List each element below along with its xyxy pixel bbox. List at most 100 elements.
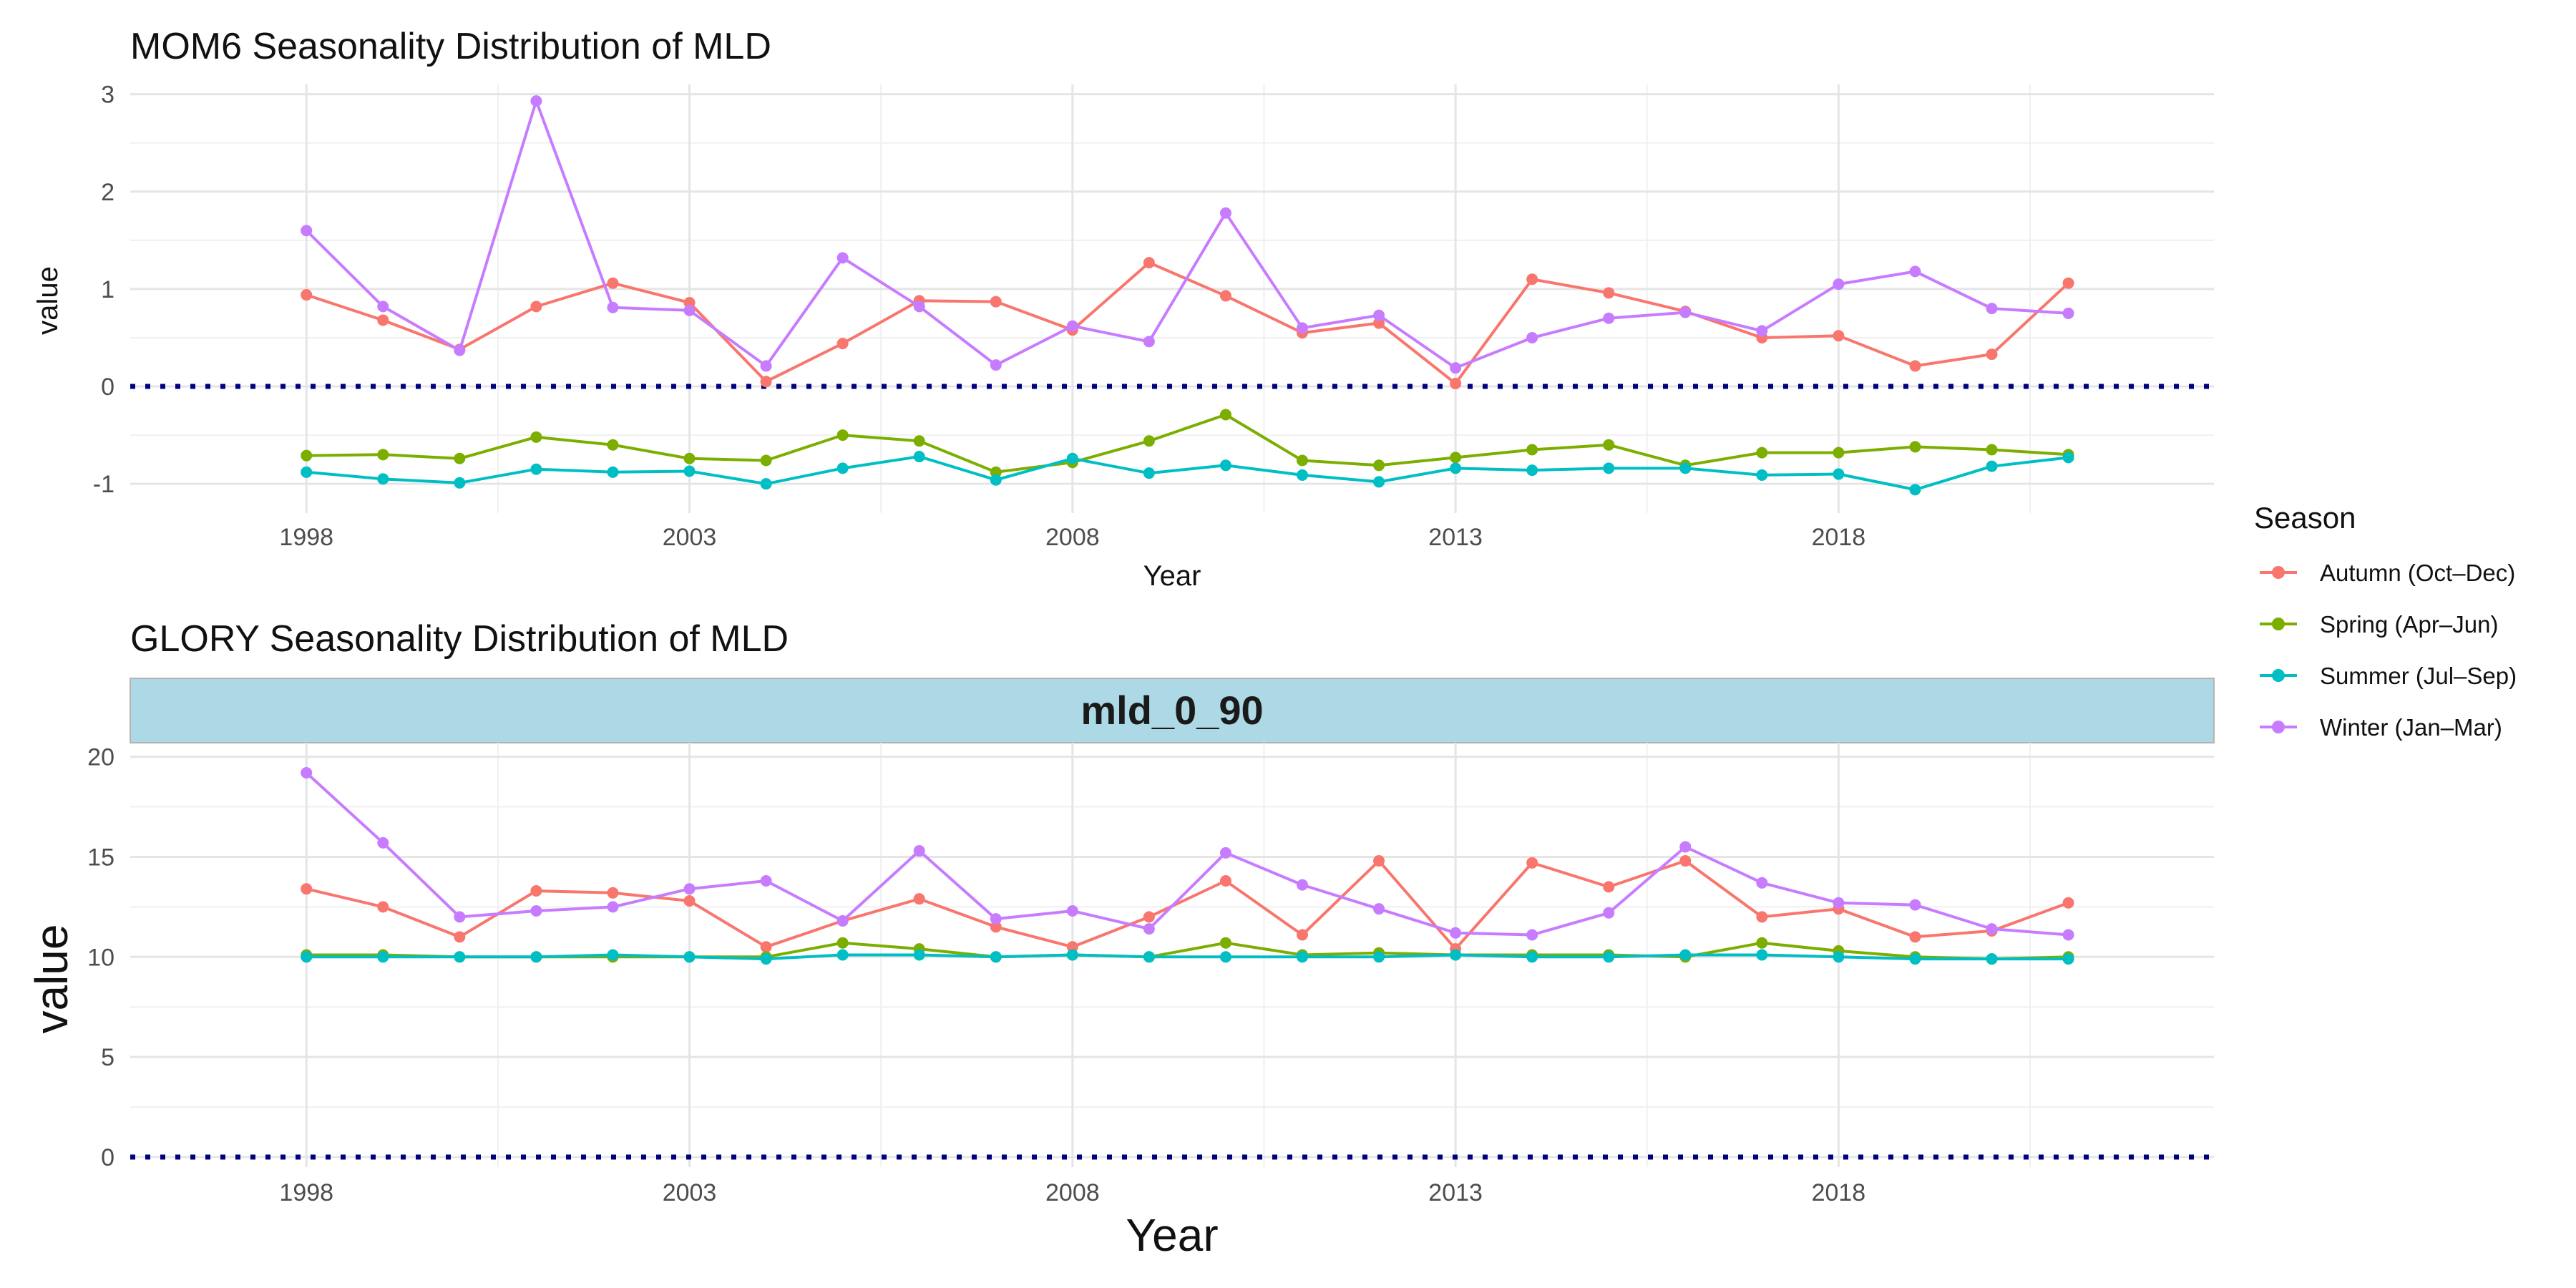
glory-winter-point (530, 904, 542, 917)
glory-summer-point (1297, 951, 1308, 963)
glory-autumn-point (301, 883, 313, 895)
glory-winter-point (1143, 923, 1155, 935)
mom6-series-winter (301, 95, 2074, 374)
glory-autumn-point (530, 884, 542, 897)
glory-spring-point (836, 937, 849, 949)
mom6-autumn-point (1143, 257, 1155, 269)
glory-autumn-point (913, 893, 925, 905)
mom6-summer-point (913, 451, 925, 463)
mom6-y-tick-label: 3 (101, 82, 114, 109)
legend-title: Season (2254, 501, 2356, 535)
mom6-spring-point (454, 452, 466, 464)
mom6-winter-point (1833, 278, 1845, 291)
mom6-y-tick-label: 1 (101, 276, 114, 303)
glory-autumn-point (1373, 855, 1385, 867)
legend-entry-autumn: Autumn (Oct–Dec) (2260, 560, 2515, 586)
facet-strip (130, 678, 2215, 743)
mom6-winter-point (530, 95, 542, 107)
mom6-winter-point (301, 225, 313, 237)
glory-y-axis-label: value (26, 924, 77, 1034)
mom6-autumn-point (1909, 360, 1921, 372)
legend-entry-spring: Spring (Apr–Jun) (2260, 611, 2498, 638)
mom6-autumn-line (306, 261, 2069, 385)
mom6-spring-point (1526, 444, 1538, 456)
glory-autumn-point (607, 887, 619, 899)
glory-x-axis-label: Year (1126, 1209, 1218, 1261)
glory-summer-point (377, 951, 389, 963)
glory-summer-point (1603, 951, 1615, 963)
mom6-summer-point (1909, 484, 1921, 496)
glory-autumn-point (1679, 855, 1692, 867)
mom6-panel: MOM6 Seasonality Distribution of MLD val… (32, 26, 2214, 592)
glory-autumn-point (1066, 941, 1078, 953)
mom6-spring-point (1219, 409, 1231, 421)
glory-winter-point (1450, 927, 1462, 939)
legend-key-point (2272, 618, 2285, 630)
mom6-summer-point (1373, 476, 1385, 488)
mom6-summer-point (1066, 452, 1078, 464)
legend-label: Summer (Jul–Sep) (2320, 663, 2517, 689)
mom6-spring-point (1833, 447, 1845, 459)
legend-label: Winter (Jan–Mar) (2320, 714, 2502, 741)
mom6-summer-point (1756, 469, 1768, 481)
mom6-spring-point (1373, 459, 1385, 472)
mom6-autumn-point (1833, 330, 1845, 342)
glory-summer-point (1066, 949, 1078, 961)
mom6-summer-point (454, 477, 466, 489)
glory-winter-point (454, 911, 466, 923)
glory-chart-title: GLORY Seasonality Distribution of MLD (130, 618, 789, 660)
glory-summer-point (454, 951, 466, 963)
glory-spring-line (306, 941, 2069, 961)
mom6-autumn-point (1526, 273, 1538, 286)
mom6-summer-point (1526, 464, 1538, 477)
glory-summer-point (1450, 949, 1462, 961)
glory-autumn-point (454, 931, 466, 943)
glory-autumn-line (306, 859, 2069, 951)
mom6-winter-point (836, 252, 849, 264)
mom6-winter-point (454, 344, 466, 356)
mom6-summer-point (1833, 468, 1845, 480)
mom6-summer-point (683, 465, 696, 477)
legend-key-point (2272, 566, 2285, 579)
mom6-autumn-point (607, 277, 619, 289)
mom6-summer-point (2062, 452, 2074, 464)
glory-autumn-point (1756, 911, 1768, 923)
mom6-winter-point (990, 359, 1002, 371)
mom6-summer-point (836, 462, 849, 474)
glory-autumn-point (760, 941, 772, 953)
mom6-x-tick-label: 2013 (1428, 524, 1483, 551)
mom6-y-axis-label: value (32, 266, 64, 335)
glory-autumn-point (377, 901, 389, 913)
glory-autumn-point (1603, 881, 1615, 893)
glory-winter-point (377, 836, 389, 849)
mom6-series-summer (301, 451, 2074, 496)
mom6-spring-point (1986, 444, 1998, 456)
mom6-spring-point (1909, 441, 1921, 453)
mom6-y-tick-label: 2 (101, 179, 114, 206)
glory-spring-point (1756, 937, 1768, 949)
mom6-autumn-point (990, 296, 1002, 308)
glory-winter-point (1756, 877, 1768, 889)
glory-autumn-point (1143, 911, 1155, 923)
mom6-spring-point (1297, 454, 1308, 467)
mom6-winter-point (1756, 325, 1768, 337)
glory-y-tick-label: 10 (87, 944, 114, 971)
mom6-grid (130, 84, 2214, 513)
mom6-summer-point (1450, 462, 1462, 474)
legend-label: Spring (Apr–Jun) (2320, 611, 2498, 638)
glory-summer-point (1526, 951, 1538, 963)
mom6-autumn-point (1986, 348, 1998, 361)
mom6-spring-point (377, 449, 389, 461)
legend-key-point (2272, 721, 2285, 733)
mom6-winter-line (305, 99, 2069, 370)
glory-summer-point (1219, 951, 1231, 963)
mom6-summer-point (301, 466, 313, 478)
mom6-spring-line (306, 413, 2069, 474)
glory-winter-point (1679, 841, 1692, 853)
mom6-winter-point (913, 301, 925, 313)
mom6-spring-point (836, 429, 849, 441)
mom6-summer-point (990, 474, 1002, 486)
glory-panel: GLORY Seasonality Distribution of MLD ml… (26, 618, 2215, 1261)
mom6-winter-point (1450, 362, 1462, 374)
mom6-winter-point (1143, 336, 1155, 348)
